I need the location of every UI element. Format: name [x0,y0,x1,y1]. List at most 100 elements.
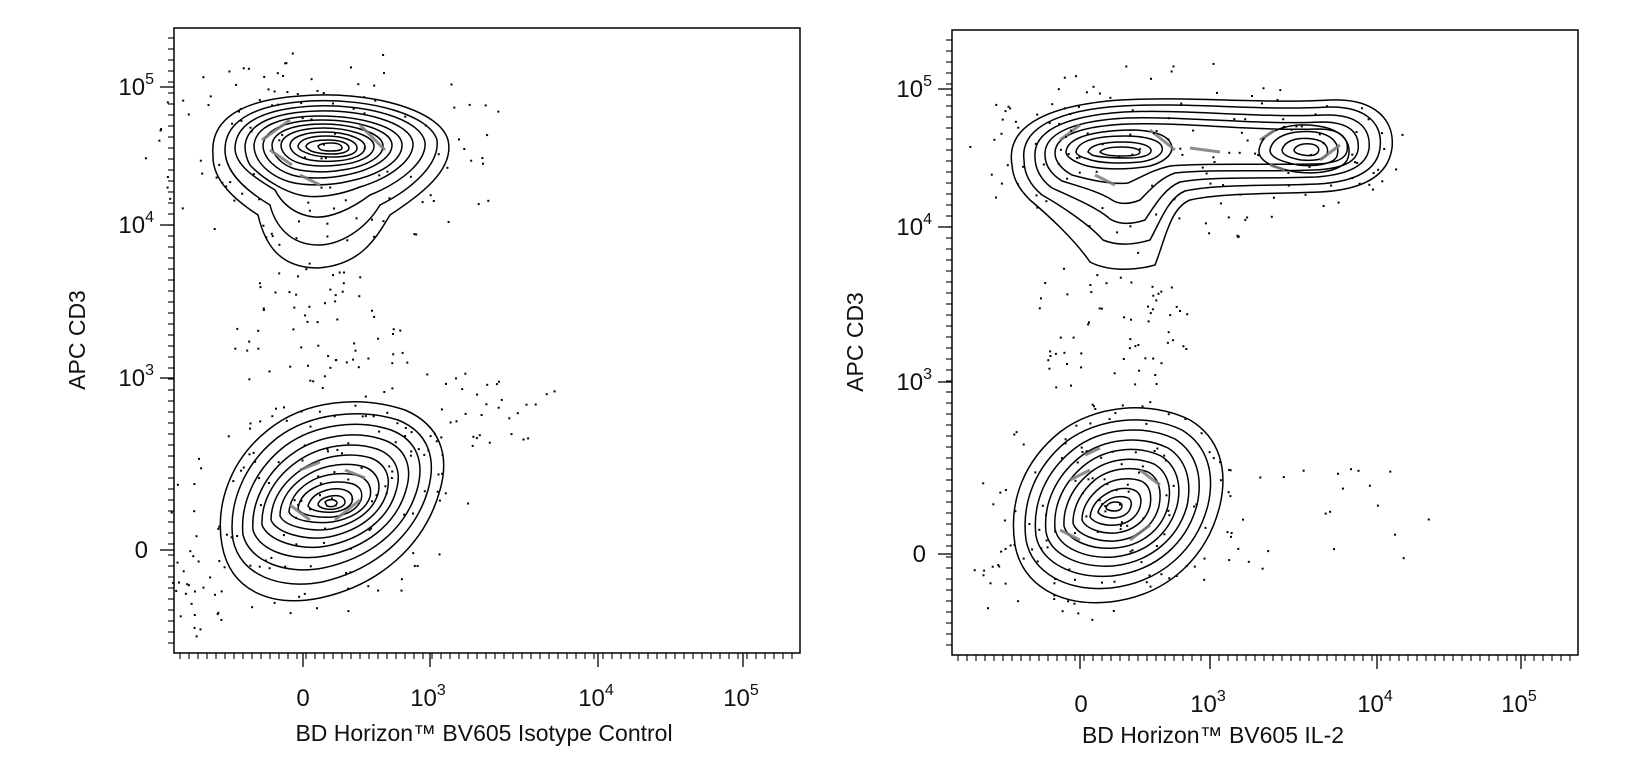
event-dot [1228,468,1231,471]
event-dot [1046,546,1049,549]
event-dot [182,99,185,102]
event-dot [276,72,279,75]
event-dot [1087,323,1090,326]
event-dot [291,52,294,55]
event-dot [278,243,281,246]
event-dot [1123,316,1126,319]
event-dot [1227,491,1230,494]
event-dot [1262,138,1265,140]
event-dot [1233,118,1236,121]
event-dot [1192,129,1195,132]
event-dot [1381,132,1383,135]
event-dot [193,614,196,616]
event-dot [318,410,321,413]
event-dot [363,96,366,99]
event-dot [242,67,245,70]
event-dot [248,340,251,343]
left-x-tick-1000: 103 [410,682,446,712]
event-dot [1038,528,1041,531]
left-plot-frame [173,27,801,654]
event-dot [1112,610,1115,612]
event-dot [482,162,484,165]
event-dot [1053,598,1056,600]
event-dot [1304,193,1307,196]
event-dot [312,380,315,383]
left-x-tick-labels: 0 103 104 105 [296,682,759,712]
event-dot [323,541,325,544]
event-dot [1251,95,1253,97]
event-dot [487,199,490,202]
event-dot [1063,351,1066,354]
event-dot [220,618,223,621]
event-dot [249,564,252,567]
right-x-tick-0: 0 [1074,691,1087,718]
event-dot [497,380,500,383]
event-dot [323,143,325,146]
event-dot [292,328,295,331]
event-dot [326,222,329,225]
event-dot [1193,565,1196,568]
event-dot [1022,165,1025,168]
event-dot [1141,465,1144,468]
event-dot [371,218,373,221]
event-dot [1000,132,1003,135]
event-dot [1322,142,1325,145]
event-dot [218,163,221,166]
event-dot [195,635,198,638]
event-dot [1130,318,1132,321]
event-dot [437,153,440,156]
event-dot [1045,539,1048,542]
event-dot [983,569,986,572]
event-dot [384,485,387,488]
event-dot [320,186,323,189]
event-dot [193,510,196,513]
event-dot [1034,471,1037,474]
event-dot [1324,512,1327,515]
event-dot [1167,331,1170,334]
event-dot [241,192,244,195]
event-dot [982,574,985,577]
event-dot [480,414,483,416]
event-dot [258,99,261,102]
event-dot [333,471,336,474]
event-dot [267,88,270,91]
event-dot [1186,313,1189,316]
right-dense-core [1059,123,1341,542]
event-dot [1080,446,1083,449]
event-dot [1004,547,1007,550]
event-dot [1163,454,1166,457]
right-y-tick-1000: 103 [896,366,932,396]
event-dot [184,592,187,595]
event-dot [199,159,202,162]
event-dot [1078,171,1081,174]
event-dot [1237,547,1240,550]
event-dot [364,415,367,418]
event-dot [268,567,271,570]
event-dot [282,534,285,537]
event-dot [1377,168,1380,171]
event-dot [1014,510,1017,513]
event-dot [234,347,237,350]
event-dot [1261,102,1263,105]
event-dot [1155,299,1158,302]
event-dot [1172,65,1175,68]
event-dot [1117,155,1120,158]
event-dot [1038,307,1041,310]
event-dot [1064,442,1067,445]
event-dot [1100,307,1103,310]
event-dot [1009,107,1012,110]
event-dot [1129,338,1132,341]
event-dot [278,139,281,142]
event-dot [316,607,318,610]
event-dot [1109,96,1112,99]
event-dot [1104,510,1107,513]
event-dot [1080,366,1083,369]
event-dot [374,99,377,102]
event-dot [1152,294,1155,297]
event-dot [1322,205,1325,207]
event-dot [333,415,336,418]
event-dot [1160,290,1163,293]
event-dot [423,490,426,493]
event-dot [1098,307,1101,310]
event-dot [1070,384,1072,387]
